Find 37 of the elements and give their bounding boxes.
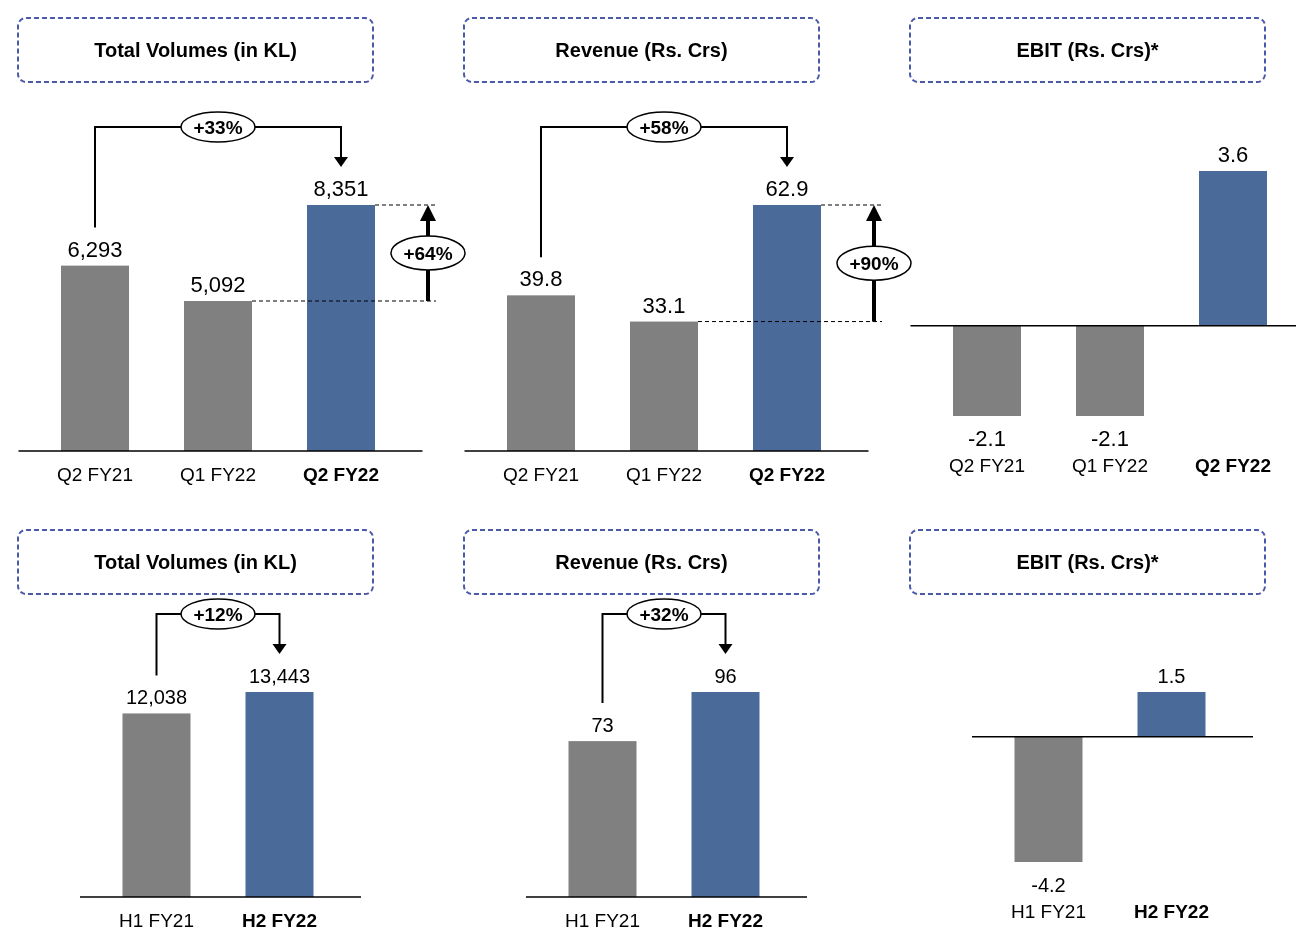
- annotation: +90%: [849, 253, 899, 275]
- data-label: 5,092: [190, 272, 246, 297]
- data-label: 12,038: [125, 686, 188, 709]
- x-tick-label: H2 FY22: [1134, 901, 1209, 922]
- x-tick-label: H2 FY22: [688, 910, 763, 931]
- data-label: -4.2: [1031, 874, 1066, 896]
- x-tick-label: H1 FY21: [119, 910, 194, 931]
- data-label: 1.5: [1157, 665, 1186, 687]
- chart-title: EBIT (Rs. Crs)*: [1016, 551, 1159, 573]
- data-label: 96: [714, 665, 737, 687]
- annotation: +64%: [403, 243, 453, 264]
- data-label: 73: [591, 714, 614, 737]
- x-tick-label: Q1 FY22: [625, 464, 703, 485]
- x-tick-label: H2 FY22: [242, 910, 317, 931]
- x-tick-label: Q2 FY22: [1194, 455, 1272, 476]
- x-tick-label: Q1 FY22: [179, 464, 257, 485]
- x-tick-label: Q2 FY22: [302, 464, 380, 485]
- chart-title: Revenue (Rs. Crs): [555, 39, 728, 61]
- x-tick-label: Q2 FY22: [748, 464, 826, 485]
- data-label: 33.1: [642, 292, 686, 318]
- data-label: 39.8: [519, 266, 563, 292]
- chart-title: EBIT (Rs. Crs)*: [1016, 39, 1159, 61]
- data-label: -2.1: [968, 426, 1006, 451]
- data-label: -2.1: [1091, 426, 1129, 451]
- x-tick-label: Q2 FY21: [948, 455, 1026, 476]
- x-tick-label: Q1 FY22: [1071, 455, 1149, 476]
- chart-title: Total Volumes (in KL): [94, 39, 297, 61]
- chart-title: Total Volumes (in KL): [94, 551, 297, 573]
- x-tick-label: Q2 FY21: [502, 464, 580, 485]
- data-label: 8,351: [313, 176, 369, 201]
- x-tick-label: H1 FY21: [565, 910, 640, 931]
- data-label: 6,293: [67, 236, 123, 262]
- x-tick-label: H1 FY21: [1011, 901, 1086, 922]
- data-label: 62.9: [765, 176, 809, 201]
- x-tick-label: Q2 FY21: [56, 464, 134, 485]
- data-label: 3.6: [1217, 142, 1249, 167]
- chart-title: Revenue (Rs. Crs): [555, 551, 728, 573]
